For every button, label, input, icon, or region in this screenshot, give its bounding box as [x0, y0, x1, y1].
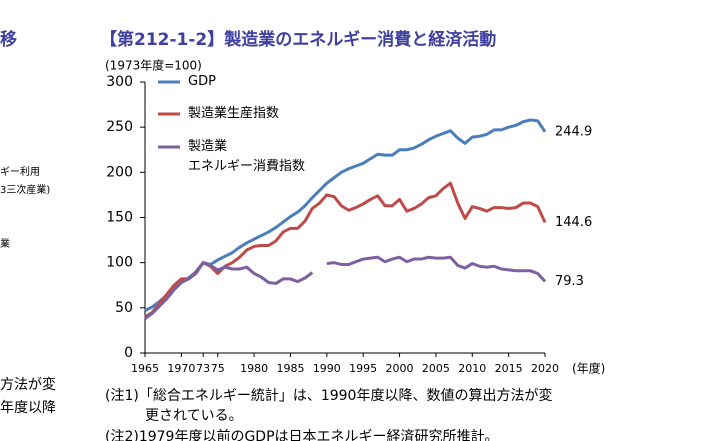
series-line: [144, 118, 547, 312]
x-tick-label: 2015: [495, 362, 523, 375]
y-tick-label: 300: [106, 74, 133, 90]
legend-label: 製造業生産指数: [188, 106, 280, 121]
y-tick-label: 50: [115, 300, 133, 316]
x-tick-label: 1995: [349, 362, 377, 375]
left-fragment: 業: [0, 237, 10, 250]
left-fragment: ギー利用: [0, 166, 40, 178]
x-tick-label: 1990: [313, 362, 341, 375]
left-fragment: 3三次産業): [0, 183, 50, 196]
end-label: 144.6: [555, 215, 592, 230]
note: 更されている。: [145, 408, 243, 424]
note: (注2)1979年度以前のGDPは日本エネルギー経済研究所推計。: [105, 428, 499, 441]
note: (注1)「総合エネルギー統計」は、1990年度以降、数値の算出方法が変: [105, 387, 552, 404]
end-label: 79.3: [555, 274, 584, 289]
y-tick-label: 0: [124, 345, 133, 361]
y-tick-label: 250: [106, 119, 133, 135]
series-line: [144, 255, 547, 320]
x-tick-label: 2010: [458, 362, 486, 375]
x-tick-label: 75: [211, 362, 225, 375]
x-unit: (年度): [572, 361, 605, 376]
end-label: 244.9: [555, 124, 592, 139]
x-tick-label: 1970: [167, 362, 195, 375]
x-tick-label: 2005: [422, 362, 450, 375]
y-unit: (1973年度=100): [105, 58, 202, 73]
x-tick-label: 1985: [276, 362, 304, 375]
y-tick-label: 200: [106, 164, 133, 180]
left-fragment: 方法が変: [0, 376, 56, 393]
left-fragment: 移: [0, 29, 17, 50]
x-tick-label: 73: [196, 362, 210, 375]
x-tick-label: 2020: [531, 362, 559, 375]
left-fragment: 年度以降: [0, 400, 56, 416]
legend-label: 製造業 エネルギー消費指数: [188, 139, 306, 174]
legend-label: GDP: [188, 74, 216, 89]
y-tick-label: 100: [106, 255, 133, 271]
series-line: [144, 181, 547, 319]
x-tick-label: 1965: [131, 362, 159, 375]
x-tick-label: 2000: [386, 362, 414, 375]
y-tick-label: 150: [106, 210, 133, 226]
chart-title: 【第212-1-2】製造業のエネルギー消費と経済活動: [100, 29, 496, 50]
x-tick-label: 1980: [240, 362, 268, 375]
